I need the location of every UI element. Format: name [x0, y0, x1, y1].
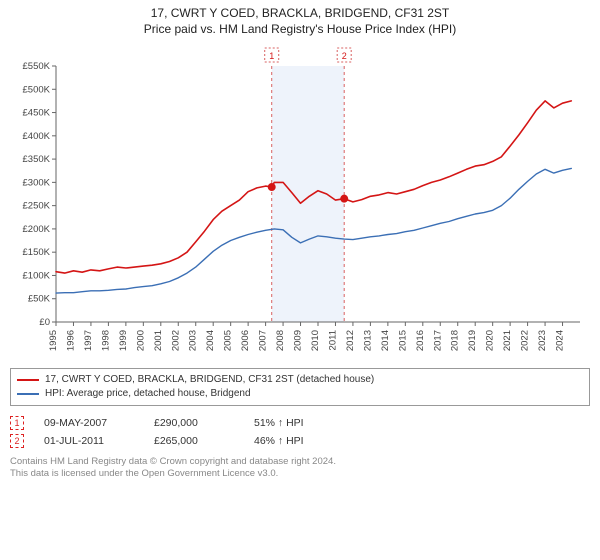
sale-marker-dot	[340, 195, 348, 203]
sale-row-date: 09-MAY-2007	[44, 417, 134, 429]
y-tick-label: £200K	[23, 224, 51, 235]
sale-row-hpi: 46% ↑ HPI	[254, 435, 334, 447]
x-tick-label: 2000	[135, 330, 146, 351]
x-tick-label: 2004	[205, 330, 216, 351]
x-tick-label: 2014	[380, 330, 391, 351]
sale-row-marker: 2	[10, 434, 24, 448]
title-subtitle: Price paid vs. HM Land Registry's House …	[10, 22, 590, 36]
sale-row-hpi: 51% ↑ HPI	[254, 417, 334, 429]
x-tick-label: 2024	[555, 330, 566, 351]
price-chart: £0 £50K £100K £150K £200K £250K £300K £350K £400…	[10, 42, 590, 362]
y-tick-label: £50K	[28, 294, 51, 305]
x-tick-label: 1998	[100, 330, 111, 351]
shaded-band	[272, 66, 344, 322]
legend-row: 17, CWRT Y COED, BRACKLA, BRIDGEND, CF31…	[17, 373, 583, 387]
sale-marker-index: 1	[269, 51, 274, 61]
title-address: 17, CWRT Y COED, BRACKLA, BRIDGEND, CF31…	[10, 6, 590, 20]
x-tick-label: 2006	[240, 330, 251, 351]
legend-label: 17, CWRT Y COED, BRACKLA, BRIDGEND, CF31…	[45, 373, 374, 387]
sale-row-marker: 1	[10, 416, 24, 430]
x-tick-label: 2012	[345, 330, 356, 351]
sale-row: 2 01-JUL-2011 £265,000 46% ↑ HPI	[10, 432, 590, 450]
y-tick-label: £350K	[23, 154, 51, 165]
sale-row-date: 01-JUL-2011	[44, 435, 134, 447]
y-tick-label: £250K	[23, 201, 51, 212]
x-tick-label: 2017	[432, 330, 443, 351]
root: 17, CWRT Y COED, BRACKLA, BRIDGEND, CF31…	[0, 0, 600, 480]
sale-marker-dot	[268, 183, 276, 191]
x-tick-label: 2015	[397, 330, 408, 351]
x-tick-label: 2007	[258, 330, 269, 351]
x-tick-label: 2002	[170, 330, 181, 351]
sale-row: 1 09-MAY-2007 £290,000 51% ↑ HPI	[10, 414, 590, 432]
sales-table: 1 09-MAY-2007 £290,000 51% ↑ HPI 2 01-JUL-201…	[10, 414, 590, 450]
y-tick-label: £400K	[23, 131, 51, 142]
x-tick-label: 1997	[83, 330, 94, 351]
x-tick-label: 2009	[293, 330, 304, 351]
sale-row-price: £265,000	[154, 435, 234, 447]
chart-titles: 17, CWRT Y COED, BRACKLA, BRIDGEND, CF31…	[10, 6, 590, 36]
x-tick-label: 2019	[467, 330, 478, 351]
x-tick-label: 1999	[118, 330, 129, 351]
footer-line-1: Contains HM Land Registry data © Crown c…	[10, 456, 590, 468]
x-tick-label: 2001	[153, 330, 164, 351]
x-tick-label: 2023	[537, 330, 548, 351]
y-tick-label: £450K	[23, 108, 51, 119]
x-tick-label: 2010	[310, 330, 321, 351]
y-tick-label: £300K	[23, 177, 51, 188]
x-tick-label: 2022	[520, 330, 531, 351]
legend-swatch	[17, 393, 39, 395]
x-tick-label: 2018	[450, 330, 461, 351]
sale-row-price: £290,000	[154, 417, 234, 429]
y-tick-label: £150K	[23, 247, 51, 258]
footer-attribution: Contains HM Land Registry data © Crown c…	[10, 456, 590, 480]
x-tick-label: 2020	[485, 330, 496, 351]
y-tick-label: £500K	[23, 84, 51, 95]
legend: 17, CWRT Y COED, BRACKLA, BRIDGEND, CF31…	[10, 368, 590, 406]
x-tick-label: 2016	[415, 330, 426, 351]
chart-area: £0 £50K £100K £150K £200K £250K £300K £350K £400…	[10, 42, 590, 362]
x-tick-label: 2011	[327, 330, 338, 350]
x-tick-label: 2005	[223, 330, 234, 351]
y-tick-label: £100K	[23, 270, 51, 281]
legend-swatch	[17, 379, 39, 381]
y-tick-label: £0	[39, 317, 50, 328]
x-tick-label: 2008	[275, 330, 286, 351]
x-tick-label: 1995	[48, 330, 59, 351]
footer-line-2: This data is licensed under the Open Gov…	[10, 468, 590, 480]
x-tick-label: 2013	[362, 330, 373, 351]
x-tick-label: 1996	[65, 330, 76, 351]
sale-marker-index: 2	[342, 51, 347, 61]
x-tick-label: 2021	[502, 330, 513, 351]
legend-row: HPI: Average price, detached house, Brid…	[17, 387, 583, 401]
legend-label: HPI: Average price, detached house, Brid…	[45, 387, 251, 401]
y-tick-label: £550K	[23, 61, 51, 72]
x-tick-label: 2003	[188, 330, 199, 351]
